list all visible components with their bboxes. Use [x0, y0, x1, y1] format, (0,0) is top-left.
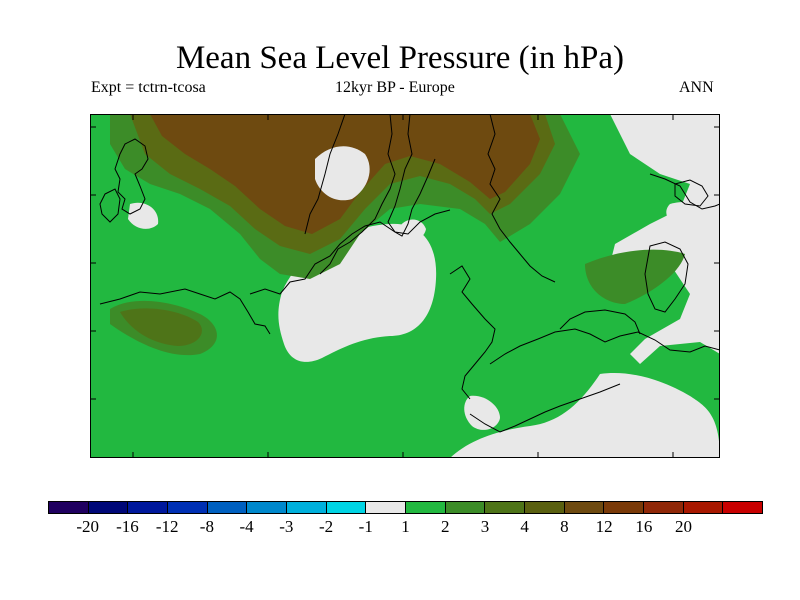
- colorbar-label: -1: [358, 517, 373, 536]
- colorbar-label: -20: [76, 517, 100, 536]
- map-band-2-3-east: [585, 249, 685, 304]
- colorbar-label: -3: [279, 517, 294, 536]
- coastline-iceland: [674, 179, 709, 207]
- colorbar-swatch: [406, 501, 446, 514]
- colorbar-label: 12: [595, 517, 613, 536]
- experiment-label: Expt = tctrn-tcosa: [91, 79, 206, 96]
- colorbar-swatch: [168, 501, 208, 514]
- map-grey-patch-west: [128, 202, 159, 229]
- coastline-ireland: [99, 188, 121, 223]
- figure-title: Mean Sea Level Pressure (in hPa): [175, 40, 625, 76]
- coastline-greece-turkey: [489, 328, 720, 365]
- colorbar-swatch: [485, 501, 526, 514]
- colorbar-swatch: [564, 501, 605, 514]
- pressure-map: [90, 114, 720, 458]
- map-grey-patch-baltic: [400, 219, 426, 241]
- colorbar-label: 3: [480, 517, 490, 536]
- colorbar-swatch: [525, 501, 565, 514]
- coastline-north-africa: [469, 383, 621, 433]
- colorbar-labels: -20 -16 -12 -8 -4 -3 -2 -1 1 2 3 4 8 12 16 20: [0, 516, 800, 540]
- map-frame: [90, 114, 720, 458]
- map-coastlines: [99, 114, 720, 433]
- colorbar-swatch: [445, 501, 486, 514]
- colorbar-label: 16: [635, 517, 653, 536]
- colorbar-label: -4: [239, 517, 254, 536]
- colorbar-label: 1: [401, 517, 410, 536]
- colorbar-label: 2: [440, 517, 450, 536]
- colorbar-label: -8: [199, 517, 214, 536]
- colorbar-swatch: [723, 501, 764, 514]
- colorbar-swatch: [247, 501, 288, 514]
- colorbar-swatch: [287, 501, 327, 514]
- colorbar: [48, 501, 764, 514]
- map-grey-region-northeast: [610, 114, 720, 364]
- coastline-baltic: [387, 114, 436, 237]
- period-label: 12kyr BP - Europe: [335, 79, 455, 96]
- map-band-3-4-southwest: [120, 308, 202, 346]
- coastline-north-continent: [249, 209, 451, 295]
- colorbar-label: -2: [318, 517, 334, 536]
- coastline-iberia-france: [99, 288, 271, 335]
- colorbar-swatch: [48, 501, 89, 514]
- coastline-scandinavia: [304, 114, 396, 275]
- map-grey-region-southeast: [450, 373, 720, 458]
- colorbar-label: -12: [155, 517, 179, 536]
- coastline-italy-balkans: [449, 265, 496, 400]
- coastline-caspian: [644, 241, 689, 313]
- colorbar-swatch: [128, 501, 169, 514]
- colorbar-swatch: [88, 501, 129, 514]
- colorbar-swatch: [366, 501, 407, 514]
- coastline-russia-north: [487, 114, 556, 283]
- colorbar-label: 8: [560, 517, 569, 536]
- colorbar-swatch: [604, 501, 645, 514]
- colorbar-label: -16: [116, 517, 139, 536]
- colorbar-label: 4: [520, 517, 529, 536]
- colorbar-swatch: [207, 501, 248, 514]
- coastline-black-sea: [559, 309, 641, 335]
- colorbar-swatch: [326, 501, 367, 514]
- colorbar-swatch: [683, 501, 724, 514]
- coastline-british-isles: [114, 138, 149, 215]
- coastline-east-border: [649, 173, 720, 210]
- colorbar-swatch: [644, 501, 684, 514]
- colorbar-label: 20: [675, 517, 693, 536]
- map-grey-region-south-coast: [464, 395, 500, 430]
- season-label: ANN: [679, 79, 714, 96]
